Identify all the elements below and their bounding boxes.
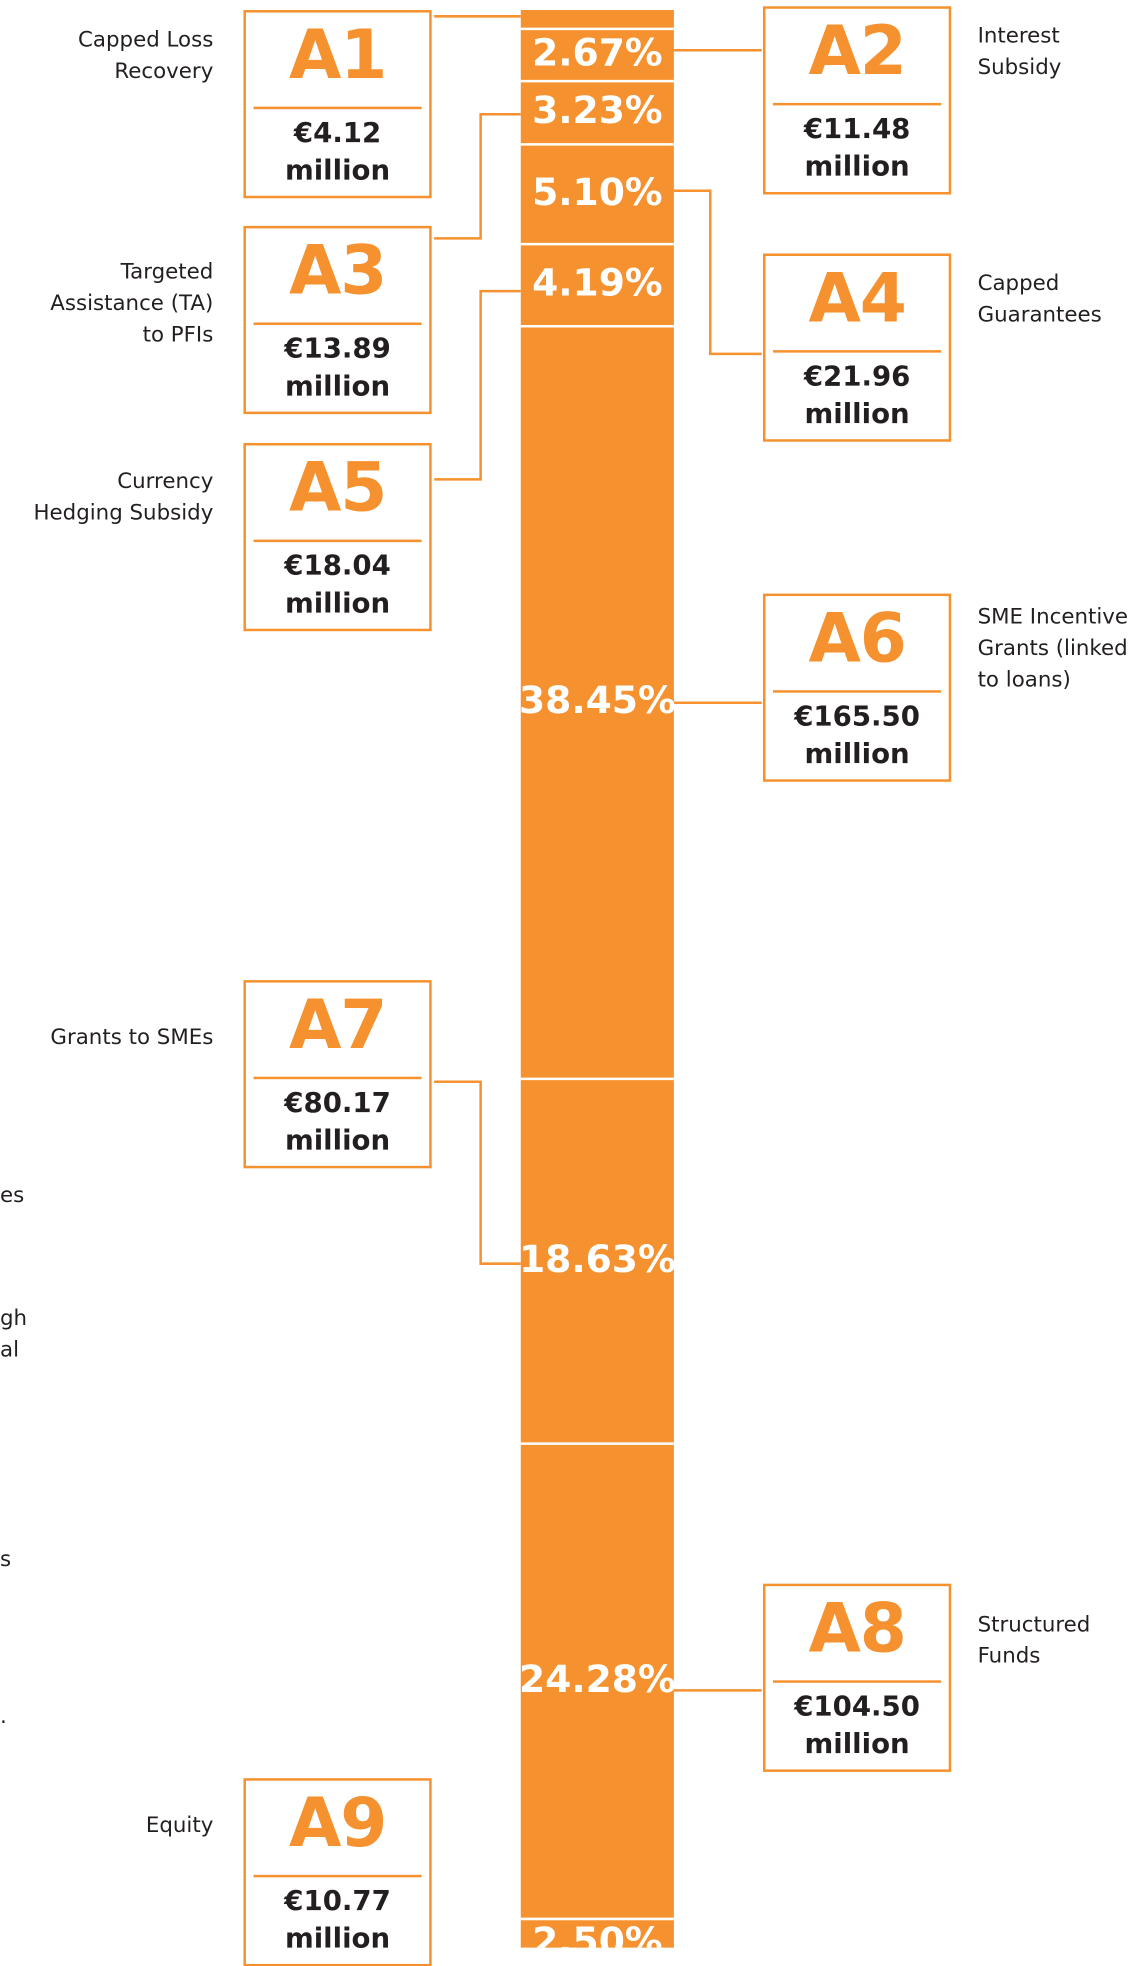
item-name: Capped Loss Recovery <box>78 27 214 85</box>
connector <box>434 1080 521 1265</box>
item-name: Structured Funds <box>977 1612 1091 1670</box>
value-label: 5.10% <box>532 170 663 214</box>
item-amount: €18.04 million <box>246 548 429 623</box>
item-name: Currency Hedging Subsidy <box>33 469 214 526</box>
separator <box>253 322 422 326</box>
value-label: 2.50% <box>532 1919 663 1948</box>
value-label: 3.23% <box>532 88 663 132</box>
separator <box>773 350 942 353</box>
item-code: A4 <box>808 258 907 338</box>
item-amount: €13.89 million <box>246 331 429 406</box>
item-name: Grants to SMEs <box>50 1025 214 1051</box>
separator <box>253 539 422 543</box>
amount: €4.12 <box>293 117 382 150</box>
connector <box>434 112 521 240</box>
cropped-text: . <box>0 1704 7 1730</box>
amount: €165.50 <box>794 701 920 733</box>
segment <box>520 1918 674 1948</box>
amount-unit: million <box>284 155 391 187</box>
connector <box>434 289 521 481</box>
cropped-text: es <box>0 1183 25 1209</box>
item-code: A3 <box>289 230 387 310</box>
amount-unit: million <box>804 739 910 771</box>
item-name: Interest Subsidy <box>977 23 1062 81</box>
item-code: A6 <box>808 598 907 678</box>
item-box: A8 €104.50 million <box>762 1583 952 1772</box>
item-amount: €4.12 million <box>246 115 429 190</box>
item-box: A1 €4.12 million <box>243 10 432 199</box>
item-amount: €104.50 million <box>765 1689 948 1764</box>
amount-unit: million <box>284 1923 391 1956</box>
item-code: A1 <box>289 15 387 95</box>
segment <box>520 144 674 245</box>
item-name: Equity <box>145 1813 214 1839</box>
amount-unit: million <box>804 1729 910 1761</box>
amount-unit: million <box>804 151 910 184</box>
item-box: A4 €21.96 million <box>762 253 952 442</box>
segment <box>520 1443 674 1919</box>
item-code: A2 <box>808 11 907 91</box>
amount: €13.89 <box>284 333 391 366</box>
item-box: A3 €13.89 million <box>243 225 432 415</box>
segment <box>520 28 674 82</box>
cropped-text: s <box>0 1547 12 1573</box>
item-box: A2 €11.48 million <box>762 6 952 195</box>
separator <box>253 1874 422 1878</box>
value-label: 38.45% <box>519 678 676 722</box>
separator <box>253 1076 422 1080</box>
segment <box>520 326 674 1079</box>
segment <box>520 10 674 29</box>
segment <box>520 81 674 145</box>
item-code: A9 <box>289 1783 387 1863</box>
item-code: A5 <box>289 447 387 528</box>
segment <box>520 1078 674 1444</box>
value-label: 4.19% <box>532 261 663 305</box>
item-amount: €165.50 million <box>765 699 948 774</box>
separator <box>253 106 422 110</box>
separator <box>773 1680 942 1683</box>
amount: €80.17 <box>284 1087 391 1120</box>
amount: €11.48 <box>803 114 911 146</box>
item-amount: €80.17 million <box>246 1085 429 1160</box>
amount: €10.77 <box>284 1886 391 1918</box>
item-box: A7 €80.17 million <box>243 980 432 1169</box>
amount: €21.96 <box>803 361 911 393</box>
amount: €104.50 <box>794 1691 920 1723</box>
item-box: A5 €18.04 million <box>243 442 432 632</box>
separator <box>773 690 942 693</box>
amount-unit: million <box>284 371 391 403</box>
item-code: A7 <box>289 985 387 1065</box>
item-amount: €11.48 million <box>765 112 948 187</box>
value-label: 24.28% <box>519 1657 676 1701</box>
cropped-text: gh <box>0 1306 28 1332</box>
amount-unit: million <box>284 1125 391 1158</box>
value-label: 2.67% <box>532 30 663 74</box>
item-box: A9 €10.77 million <box>243 1778 432 1966</box>
item-amount: €21.96 million <box>765 359 948 434</box>
item-name: Capped Guarantees <box>977 271 1102 328</box>
amount: €18.04 <box>284 550 391 583</box>
amount-unit: million <box>804 399 910 431</box>
item-name: SME Incentive Grants (linked to loans) <box>977 604 1129 693</box>
connector <box>673 189 762 356</box>
amount-unit: million <box>284 588 391 620</box>
cropped-text: al <box>0 1337 19 1363</box>
item-code: A8 <box>808 1588 907 1668</box>
segment <box>520 244 674 327</box>
separator <box>773 102 942 106</box>
item-box: A6 €165.50 million <box>762 593 952 782</box>
value-label: 18.63% <box>519 1237 676 1281</box>
item-name: Targeted Assistance (TA) to PFIs <box>50 259 214 348</box>
